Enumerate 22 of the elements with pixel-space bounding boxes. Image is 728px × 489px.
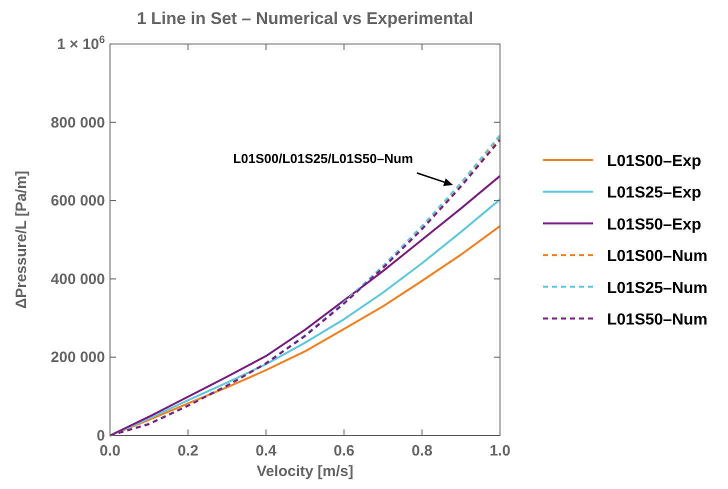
x-tick-label: 0.6 <box>334 442 354 460</box>
legend-label: L01S50–Num <box>607 312 708 328</box>
legend-label: L01S25–Exp <box>607 184 702 202</box>
y-tick-label: 200 000 <box>50 349 105 366</box>
x-axis-title: Velocity [m/s] <box>256 463 354 480</box>
x-tick-label: 0.4 <box>256 442 278 460</box>
y-tick-label: 1 × 10$^{6}$ <box>57 34 106 53</box>
x-tick-label: 0.8 <box>412 442 432 460</box>
x-tick-label: 0.0 <box>100 442 120 460</box>
y-axis-title: ΔPressure/L [Pa/m] <box>13 170 30 309</box>
annotation: L01S00/L01S25/L01S50–Num <box>233 151 413 166</box>
y-tick-label: 600 000 <box>50 192 105 210</box>
x-tick-label: 0.2 <box>178 442 198 460</box>
chart-title: 1 Line in Set – Numerical vs Experimental <box>136 9 474 28</box>
y-tick-label: 800 000 <box>50 114 105 132</box>
legend-label: L01S50–Exp <box>607 216 702 234</box>
legend-label: L01S00–Num <box>607 248 708 266</box>
y-tick-label: 400 000 <box>50 270 105 288</box>
legend-label: L01S25–Num <box>607 280 708 297</box>
y-tick-label: 0 <box>96 428 105 444</box>
legend-label: L01S00–Exp <box>607 153 702 170</box>
x-tick-label: 1.0 <box>490 442 510 460</box>
